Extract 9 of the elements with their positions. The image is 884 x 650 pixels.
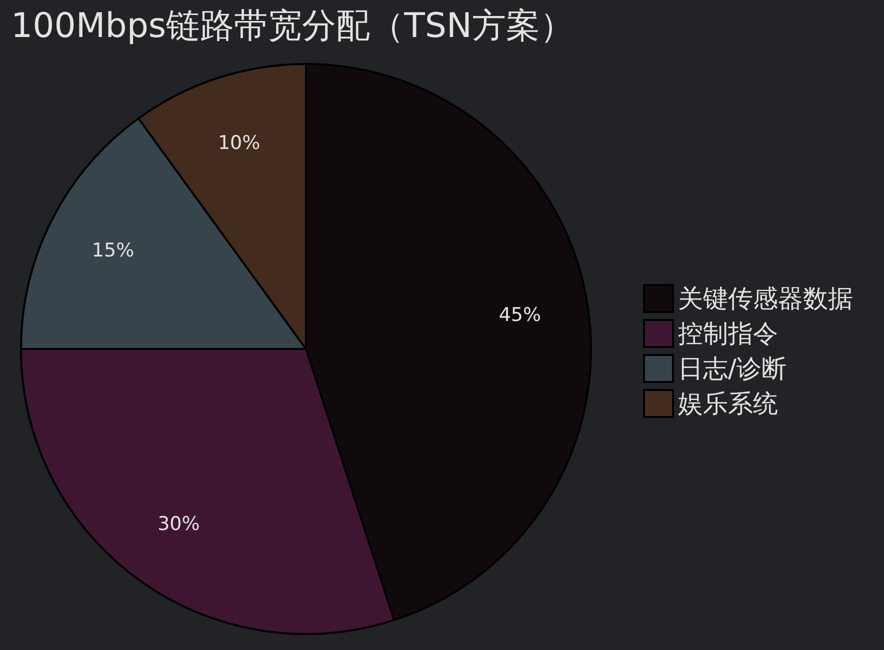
legend-label: 关键传感器数据 xyxy=(678,284,853,313)
legend-label: 日志/诊断 xyxy=(678,354,786,383)
data-label: 15% xyxy=(92,240,134,262)
legend-label: 娱乐系统 xyxy=(678,389,778,418)
chart-title: 100Mbps链路带宽分配（TSN方案） xyxy=(11,6,574,46)
data-label: 30% xyxy=(158,513,200,536)
data-label: 45% xyxy=(498,304,542,326)
data-label: 10% xyxy=(218,132,260,154)
legend-label: 控制指令 xyxy=(678,319,778,348)
